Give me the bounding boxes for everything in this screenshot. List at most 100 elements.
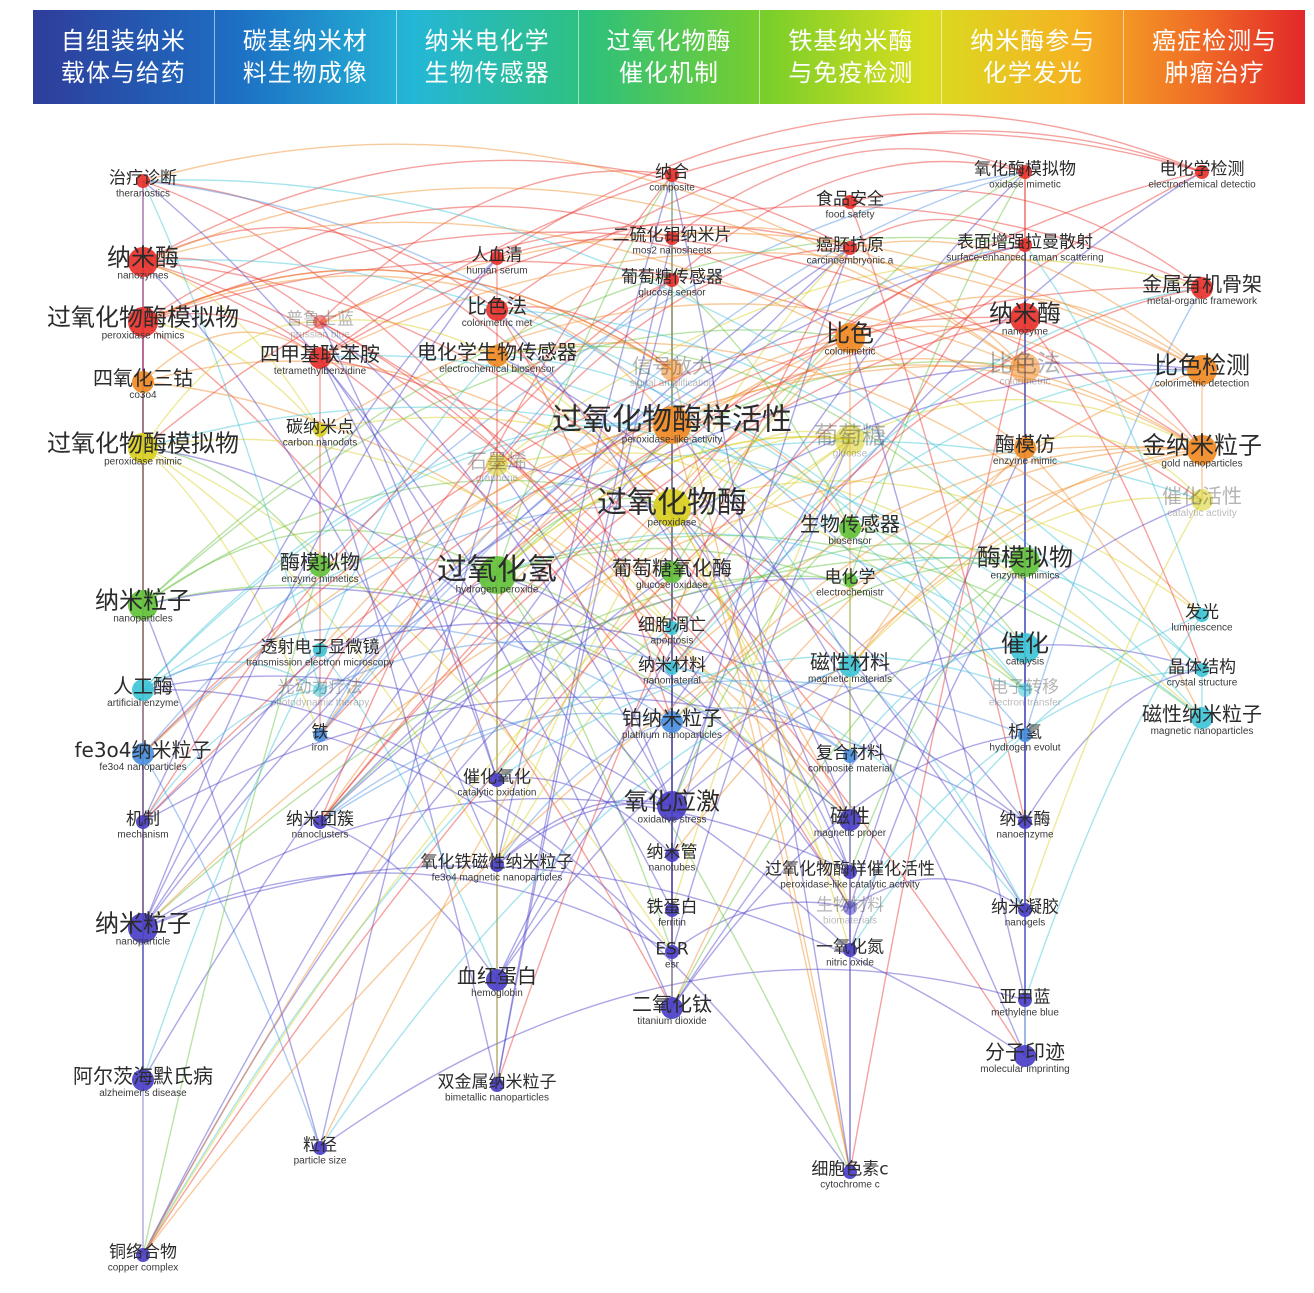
keyword-link xyxy=(671,439,851,911)
keyword-label-en: surface-enhanced raman scattering xyxy=(946,253,1103,264)
keyword-link xyxy=(319,429,498,1086)
keyword-node xyxy=(313,423,327,437)
keyword-label-zh: 氧化铁磁性纳米粒子 xyxy=(421,853,574,873)
keyword-node xyxy=(661,711,683,733)
keyword-link xyxy=(496,799,673,866)
keyword-link xyxy=(142,422,673,691)
keyword-node xyxy=(843,943,857,957)
keyword-link xyxy=(671,507,851,951)
keyword-node xyxy=(1191,489,1213,511)
keyword-node xyxy=(128,590,158,620)
keyword-label-zh: 过氧化物酶样活性 xyxy=(552,403,792,438)
keyword-link xyxy=(1024,317,1203,671)
keyword-node xyxy=(1191,277,1213,299)
keyword-label-en: peroxidase-like activity xyxy=(622,435,723,446)
keyword-link xyxy=(671,499,1203,1009)
keyword-link xyxy=(671,644,1203,807)
keyword-link xyxy=(849,244,1026,529)
keyword-node xyxy=(653,406,691,444)
keyword-link xyxy=(142,316,1026,755)
keyword-node xyxy=(665,903,679,917)
keyword-link xyxy=(671,439,851,807)
keyword-link xyxy=(142,257,498,823)
keyword-label-zh: 纳米管 xyxy=(647,843,698,863)
keyword-label-en: magnetic materials xyxy=(808,674,892,685)
keyword-link xyxy=(496,497,673,576)
keyword-link xyxy=(142,279,673,823)
keyword-link xyxy=(142,337,851,1256)
keyword-link xyxy=(319,244,1026,736)
keyword-link xyxy=(496,574,851,1173)
keyword-link xyxy=(142,329,851,606)
keyword-link xyxy=(671,287,1203,669)
keyword-node xyxy=(128,247,158,277)
keyword-label-zh: 纳米材料 xyxy=(638,656,706,676)
keyword-link xyxy=(142,381,851,821)
keyword-label-en: catalysis xyxy=(1006,657,1044,668)
keyword-label-zh: fe3o4纳米粒子 xyxy=(74,738,211,762)
keyword-label-zh: ESR xyxy=(655,940,689,960)
keyword-link xyxy=(671,160,1026,281)
keyword-link xyxy=(142,447,673,953)
keyword-link xyxy=(496,345,1026,563)
keyword-link xyxy=(849,189,1203,289)
keyword-link xyxy=(849,449,1203,667)
keyword-node xyxy=(132,679,154,701)
keyword-node xyxy=(136,815,150,829)
keyword-node xyxy=(1195,608,1209,622)
keyword-link xyxy=(849,646,1026,757)
keyword-label-en: nanozyme xyxy=(1002,327,1049,338)
keyword-link xyxy=(849,561,1026,873)
keyword-node xyxy=(128,307,158,337)
keyword-link xyxy=(496,259,1203,466)
keyword-link xyxy=(319,205,1203,359)
keyword-link xyxy=(496,309,851,873)
keyword-label-zh: 亚甲蓝 xyxy=(1000,988,1051,1008)
keyword-link xyxy=(142,269,673,371)
keyword-link xyxy=(849,878,1026,911)
keyword-node xyxy=(843,1165,857,1179)
keyword-link xyxy=(671,369,1203,807)
keyword-node xyxy=(1010,303,1040,333)
keyword-link xyxy=(319,174,673,823)
keyword-link xyxy=(496,507,673,781)
keyword-link xyxy=(849,496,1203,667)
keyword-label-en: tetramethylbenzidine xyxy=(274,366,367,377)
keyword-link xyxy=(1024,244,1203,616)
cluster-label-3: 纳米电化学 生物传感器 xyxy=(397,10,579,104)
keyword-link xyxy=(496,275,673,357)
cluster-label-4: 过氧化物酶 催化机制 xyxy=(579,10,761,104)
keyword-node xyxy=(1018,728,1032,742)
keyword-label-en: carbon nanodots xyxy=(283,438,358,449)
keyword-link xyxy=(142,675,851,951)
keyword-label-en: composite material xyxy=(808,764,892,775)
keyword-label-en: nanoclusters xyxy=(292,830,349,841)
keyword-label-en: platinum nanoparticles xyxy=(622,730,722,741)
keyword-node xyxy=(486,299,508,321)
keyword-link xyxy=(142,797,851,929)
keyword-label-zh: 电化学检测 xyxy=(1160,160,1245,180)
keyword-link xyxy=(142,872,673,953)
keyword-node xyxy=(1010,353,1040,383)
keyword-link xyxy=(496,279,673,1086)
keyword-link xyxy=(671,448,1203,723)
keyword-label-en: methylene blue xyxy=(991,1008,1059,1019)
keyword-link xyxy=(142,257,321,323)
keyword-link xyxy=(142,362,1203,823)
keyword-link xyxy=(671,287,1203,669)
keyword-node xyxy=(1014,437,1036,459)
keyword-link xyxy=(671,707,851,757)
keyword-link xyxy=(671,561,1026,1009)
keyword-label-en: co3o4 xyxy=(129,390,157,401)
keyword-label-zh: 二氧化钛 xyxy=(632,992,712,1016)
keyword-link xyxy=(142,187,1026,369)
keyword-link xyxy=(496,574,851,873)
keyword-link xyxy=(496,247,851,466)
keyword-link xyxy=(671,247,851,509)
keyword-label-en: enzyme mimetics xyxy=(281,574,358,585)
keyword-label-zh: 信号放大 xyxy=(632,354,712,378)
keyword-link xyxy=(496,436,851,576)
keyword-link xyxy=(319,321,851,909)
keyword-label-zh: 细胞色素c xyxy=(811,1160,888,1180)
keyword-link xyxy=(142,696,1026,823)
